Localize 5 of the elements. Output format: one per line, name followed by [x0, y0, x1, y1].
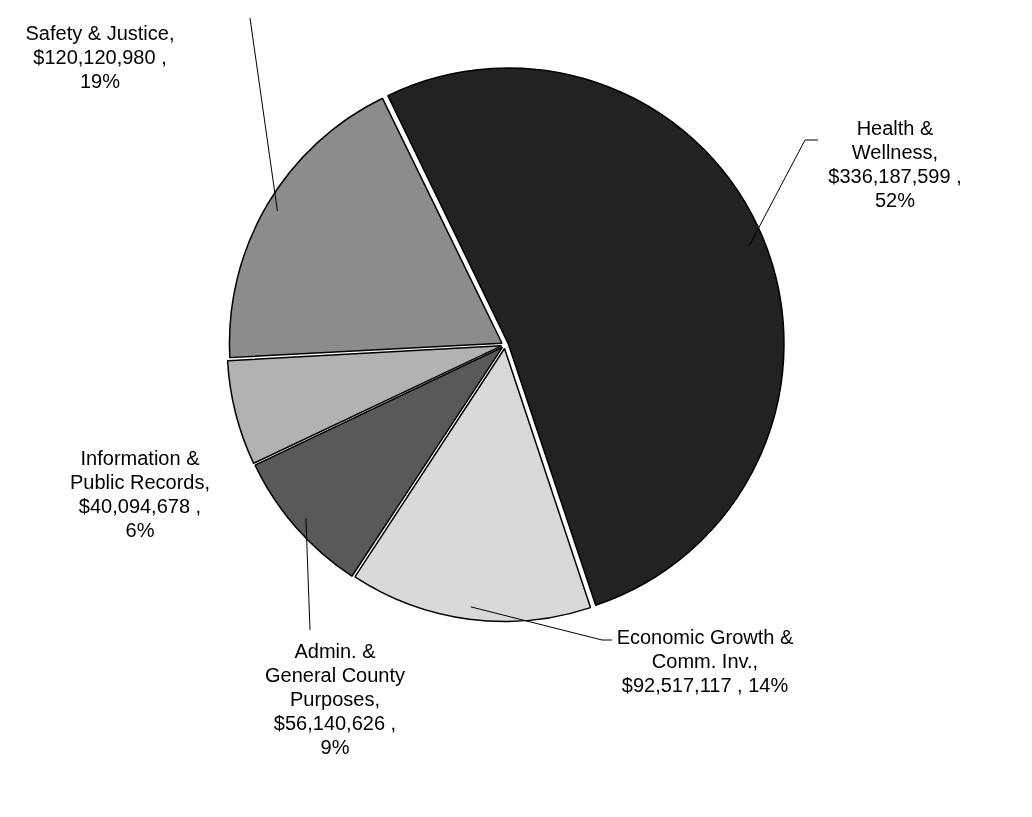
- slice-label: Information & Public Records, $40,094,678 , 6%: [69, 446, 211, 541]
- slice-label: Health & Wellness, $336,187,599 , 52%: [828, 116, 962, 211]
- slice-label: Safety & Justice, $120,120,980 , 19%: [25, 21, 175, 92]
- slice-label: Admin. & General County Purposes, $56,140,626 , 9%: [264, 639, 406, 758]
- slice-label: Economic Growth & Comm. Inv., $92,517,117 , 14%: [616, 625, 795, 696]
